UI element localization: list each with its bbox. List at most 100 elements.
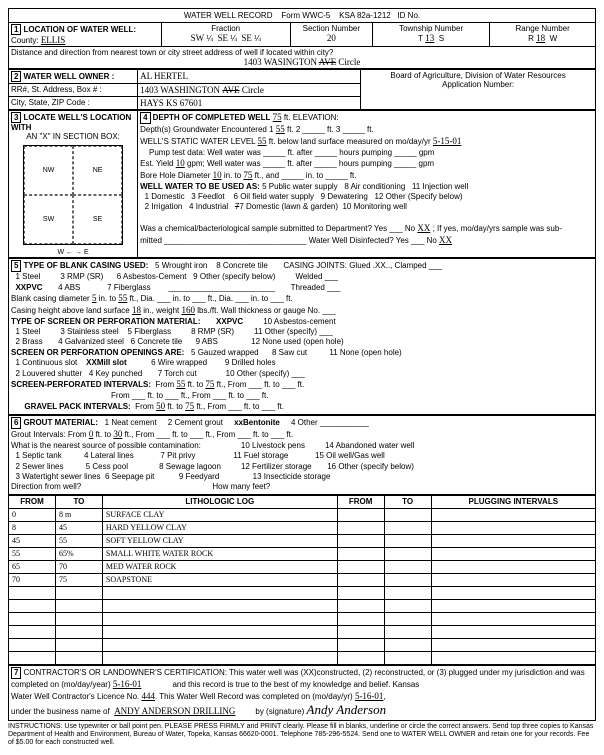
street-suffix: Circle <box>338 57 360 67</box>
frac1: SW <box>191 33 205 43</box>
chem-q: Was a chemical/bacteriological sample su… <box>140 224 387 233</box>
elev-label: ft. ELEVATION: <box>284 113 339 122</box>
perf-from: 55 <box>176 379 185 389</box>
owner-addr: 1403 WASHINGTON <box>140 85 220 95</box>
cert-label: CONTRACTOR'S OR LANDOWNER'S CERTIFICATIO… <box>23 668 584 677</box>
screen-label: TYPE OF SCREEN OR PERFORATION MATERIAL: <box>11 317 200 326</box>
g-to: 30 <box>113 429 122 439</box>
log-cell <box>337 651 384 664</box>
log-cell: SURFACE CLAY <box>102 508 337 521</box>
lic: 444 <box>141 691 155 701</box>
log-cell: 65 <box>9 560 56 573</box>
section-3-4: 3LOCATE WELL'S LOCATION WITH AN "X" IN S… <box>8 110 596 258</box>
log-cell <box>384 508 431 521</box>
chem-ans: XX <box>417 223 430 233</box>
street-strike: AVE <box>319 57 336 67</box>
log-cell: 8 m <box>55 508 102 521</box>
owner-table: 2WATER WELL OWNER : AL HERTEL Board of A… <box>8 69 596 110</box>
log-cell <box>9 638 56 651</box>
sig-label: by (signature) <box>255 707 304 716</box>
instructions: INSTRUCTIONS: Use typewriter or ball poi… <box>8 723 596 746</box>
log-cell <box>102 625 337 638</box>
county: ELLIS <box>41 35 66 45</box>
log-cell <box>337 612 384 625</box>
completed-label: completed on (mo/day/year) <box>11 680 111 689</box>
bore-to-val: 75 <box>243 170 252 180</box>
log-cell <box>431 547 595 560</box>
owner-addr-suffix: Circle <box>242 85 264 95</box>
log-cell: MED WATER ROCK <box>102 560 337 573</box>
frac2: SE <box>217 33 228 43</box>
log-cell <box>102 651 337 664</box>
signature: Andy Anderson <box>307 702 387 717</box>
log-cell: 45 <box>55 521 102 534</box>
log-cell <box>384 599 431 612</box>
yield-unit: gpm; Well water was <box>187 159 261 168</box>
log-cell <box>431 625 595 638</box>
range-dir: W <box>550 34 558 43</box>
log-cell <box>431 573 595 586</box>
range: 18 <box>536 33 545 43</box>
log-cell <box>9 586 56 599</box>
log-cell <box>384 638 431 651</box>
static-label: WELL'S STATIC WATER LEVEL <box>140 137 255 146</box>
log-cell <box>431 508 595 521</box>
log-h-to: TO <box>55 495 102 508</box>
height: 18 <box>132 305 141 315</box>
log-cell <box>102 586 337 599</box>
log-cell <box>431 586 595 599</box>
log-cell <box>384 573 431 586</box>
biz-label: under the business name of <box>11 707 110 716</box>
log-cell <box>337 638 384 651</box>
completed: 5-16-01 <box>113 679 142 689</box>
log-cell <box>431 534 595 547</box>
depth-val: 75 <box>273 112 282 122</box>
static-date: 5-15-01 <box>433 136 462 146</box>
log-h-from2: FROM <box>337 495 384 508</box>
bore1: 10 <box>213 170 222 180</box>
rec-completed: This Water Well Record was completed on … <box>159 692 352 701</box>
log-cell: 70 <box>55 560 102 573</box>
distance-q: Distance and direction from nearest town… <box>11 48 333 57</box>
g-from: 0 <box>89 429 94 439</box>
log-cell: 45 <box>9 534 56 547</box>
log-cell <box>431 651 595 664</box>
gw-label: Depth(s) Groundwater Encountered <box>140 125 267 134</box>
log-cell <box>55 625 102 638</box>
log-cell <box>337 521 384 534</box>
log-h-lith: LITHOLOGIC LOG <box>102 495 337 508</box>
log-cell: 65% <box>55 547 102 560</box>
disinfect-ans: XX <box>439 235 452 245</box>
static-val: 55 <box>258 136 267 146</box>
log-cell <box>337 586 384 599</box>
gravel-to: 75 <box>185 401 194 411</box>
log-cell: 70 <box>9 573 56 586</box>
gw1: 55 <box>276 124 285 134</box>
log-cell: 55 <box>55 534 102 547</box>
log-cell: SMALL WHITE WATER ROCK <box>102 547 337 560</box>
dia-to: 55 <box>118 293 127 303</box>
height-label: Casing height above land surface <box>11 306 130 315</box>
street: 1403 WASINGTON <box>244 57 317 67</box>
depth-label: DEPTH OF COMPLETED WELL <box>153 113 271 122</box>
grout-int-label: Grout Intervals: From <box>11 430 87 439</box>
log-cell <box>431 599 595 612</box>
section-7: 7CONTRACTOR'S OR LANDOWNER'S CERTIFICATI… <box>8 665 596 722</box>
log-h-from: FROM <box>9 495 56 508</box>
bore-label: Bore Hole Diameter <box>140 171 210 180</box>
dir-label: Direction from well? <box>11 482 81 491</box>
section-box: NWNE SWSE <box>23 145 123 245</box>
log-cell <box>55 599 102 612</box>
township: 13 <box>425 33 434 43</box>
log-cell: 55 <box>9 547 56 560</box>
log-cell: 0 <box>9 508 56 521</box>
log-cell <box>384 534 431 547</box>
log-cell <box>55 586 102 599</box>
owner-addr-strike: AVE <box>222 85 239 95</box>
section-5: 5TYPE OF BLANK CASING USED: 5 Wrought ir… <box>8 258 596 415</box>
county-label: County: <box>11 36 39 45</box>
grout-label: GROUT MATERIAL: <box>23 418 98 427</box>
log-cell: HARD YELLOW CLAY <box>102 521 337 534</box>
section-6: 6GROUT MATERIAL: 1 Neat cement 2 Cement … <box>8 415 596 495</box>
city-label: City, State, ZIP Code : <box>11 98 90 107</box>
